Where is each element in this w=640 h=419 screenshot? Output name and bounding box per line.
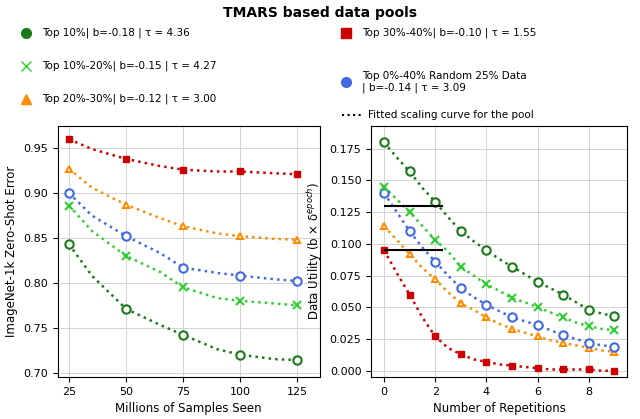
X-axis label: Number of Repetitions: Number of Repetitions <box>433 402 566 415</box>
Text: Top 0%-40% Random 25% Data
| b=-0.14 | τ = 3.09: Top 0%-40% Random 25% Data | b=-0.14 | τ… <box>362 71 526 93</box>
Text: Top 10%-20%| b=-0.15 | τ = 4.27: Top 10%-20%| b=-0.15 | τ = 4.27 <box>42 60 216 71</box>
Text: Top 30%-40%| b=-0.10 | τ = 1.55: Top 30%-40%| b=-0.10 | τ = 1.55 <box>362 28 536 38</box>
Text: Top 20%-30%| b=-0.12 | τ = 3.00: Top 20%-30%| b=-0.12 | τ = 3.00 <box>42 93 216 104</box>
Text: Fitted scaling curve for the pool: Fitted scaling curve for the pool <box>368 110 534 120</box>
Y-axis label: ImageNet-1k Zero-Shot Error: ImageNet-1k Zero-Shot Error <box>4 166 17 337</box>
Text: Top 10%| b=-0.18 | τ = 4.36: Top 10%| b=-0.18 | τ = 4.36 <box>42 28 189 38</box>
X-axis label: Millions of Samples Seen: Millions of Samples Seen <box>115 402 262 415</box>
Text: TMARS based data pools: TMARS based data pools <box>223 6 417 20</box>
Y-axis label: Data Utility (b × δ$^{epoch}$): Data Utility (b × δ$^{epoch}$) <box>305 183 324 320</box>
